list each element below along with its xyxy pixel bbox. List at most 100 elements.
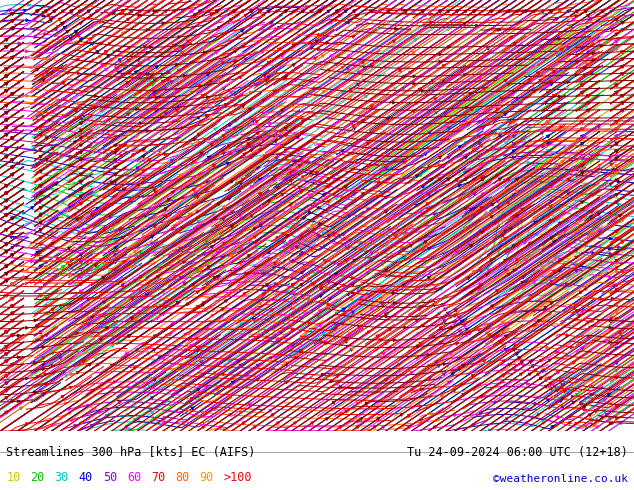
FancyArrowPatch shape [579,265,583,267]
FancyArrowPatch shape [5,265,8,268]
FancyArrowPatch shape [202,287,205,290]
FancyArrowPatch shape [418,88,422,91]
FancyArrowPatch shape [616,284,619,287]
FancyArrowPatch shape [615,179,619,182]
FancyArrowPatch shape [193,160,196,163]
FancyArrowPatch shape [498,134,502,137]
FancyArrowPatch shape [621,50,624,53]
FancyArrowPatch shape [5,228,8,231]
FancyArrowPatch shape [456,10,459,13]
FancyArrowPatch shape [117,71,121,73]
FancyArrowPatch shape [5,374,8,377]
FancyArrowPatch shape [113,173,117,176]
FancyArrowPatch shape [615,405,619,408]
FancyArrowPatch shape [615,215,619,218]
FancyArrowPatch shape [315,193,319,196]
FancyArrowPatch shape [542,421,546,424]
FancyArrowPatch shape [259,10,262,13]
FancyArrowPatch shape [79,122,83,125]
FancyArrowPatch shape [11,158,15,161]
FancyArrowPatch shape [11,231,15,234]
FancyArrowPatch shape [512,193,515,196]
FancyArrowPatch shape [79,283,83,286]
FancyArrowPatch shape [196,210,200,213]
FancyArrowPatch shape [469,320,472,323]
FancyArrowPatch shape [486,47,490,50]
FancyArrowPatch shape [202,303,205,306]
FancyArrowPatch shape [39,287,42,290]
FancyArrowPatch shape [197,395,200,398]
FancyArrowPatch shape [227,138,230,141]
FancyArrowPatch shape [581,208,584,211]
FancyArrowPatch shape [69,164,72,167]
FancyArrowPatch shape [419,342,422,345]
FancyArrowPatch shape [11,231,15,234]
FancyArrowPatch shape [408,425,411,428]
FancyArrowPatch shape [5,294,8,297]
FancyArrowPatch shape [480,206,483,209]
FancyArrowPatch shape [552,109,556,112]
FancyArrowPatch shape [347,293,350,296]
FancyArrowPatch shape [621,65,624,68]
FancyArrowPatch shape [576,61,579,64]
FancyArrowPatch shape [550,280,553,283]
FancyArrowPatch shape [290,247,294,250]
FancyArrowPatch shape [184,348,188,351]
FancyArrowPatch shape [5,104,8,107]
FancyArrowPatch shape [139,10,142,13]
FancyArrowPatch shape [427,247,431,250]
FancyArrowPatch shape [5,89,8,92]
FancyArrowPatch shape [621,109,624,112]
FancyArrowPatch shape [26,422,29,425]
FancyArrowPatch shape [547,215,550,218]
FancyArrowPatch shape [559,381,562,384]
FancyArrowPatch shape [361,317,365,319]
FancyArrowPatch shape [70,10,74,13]
FancyArrowPatch shape [548,209,551,212]
FancyArrowPatch shape [146,129,149,132]
FancyArrowPatch shape [515,178,519,181]
FancyArrowPatch shape [581,47,584,50]
FancyArrowPatch shape [11,20,15,23]
FancyArrowPatch shape [207,156,210,159]
FancyArrowPatch shape [5,184,8,187]
FancyArrowPatch shape [181,266,185,269]
FancyArrowPatch shape [11,56,15,59]
FancyArrowPatch shape [45,383,48,386]
FancyArrowPatch shape [153,79,157,82]
FancyArrowPatch shape [621,65,624,68]
FancyArrowPatch shape [512,215,515,218]
FancyArrowPatch shape [550,83,553,86]
FancyArrowPatch shape [477,329,481,331]
FancyArrowPatch shape [147,83,151,86]
FancyArrowPatch shape [581,120,584,123]
FancyArrowPatch shape [5,104,8,107]
FancyArrowPatch shape [337,201,341,204]
FancyArrowPatch shape [194,83,197,86]
FancyArrowPatch shape [134,418,137,421]
FancyArrowPatch shape [11,304,15,307]
FancyArrowPatch shape [341,91,344,94]
FancyArrowPatch shape [521,281,524,284]
FancyArrowPatch shape [267,288,271,291]
FancyArrowPatch shape [609,341,612,343]
FancyArrowPatch shape [79,290,83,293]
FancyArrowPatch shape [244,148,247,151]
FancyArrowPatch shape [152,113,156,116]
FancyArrowPatch shape [156,317,159,319]
FancyArrowPatch shape [17,395,20,398]
FancyArrowPatch shape [615,310,619,313]
FancyArrowPatch shape [446,312,450,315]
FancyArrowPatch shape [447,10,451,13]
FancyArrowPatch shape [358,71,361,73]
FancyArrowPatch shape [513,152,517,155]
FancyArrowPatch shape [404,326,407,329]
FancyArrowPatch shape [34,319,37,322]
FancyArrowPatch shape [93,47,97,49]
FancyArrowPatch shape [96,50,100,53]
FancyArrowPatch shape [230,254,234,257]
FancyArrowPatch shape [5,126,8,129]
FancyArrowPatch shape [5,38,8,41]
FancyArrowPatch shape [207,83,210,86]
FancyArrowPatch shape [615,127,619,130]
